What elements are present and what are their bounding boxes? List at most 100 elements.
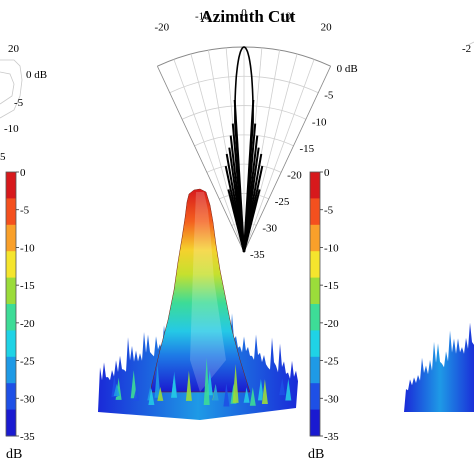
surface-spike-6 xyxy=(154,363,161,398)
right-colorbar-band-1 xyxy=(310,198,320,226)
right-colorbar-tick-6: -30 xyxy=(324,393,339,405)
left-colorbar-frame xyxy=(5,171,17,437)
left-colorbar-tick-7: -35 xyxy=(20,431,35,443)
left-polar-radial-tick-2: -10 xyxy=(4,123,19,135)
left-colorbar-band-6 xyxy=(6,330,16,358)
left-colorbar-unit: dB xyxy=(6,447,22,462)
polar-angle-tick-1: -10 xyxy=(195,11,210,23)
surface-spike-17 xyxy=(249,387,256,406)
left-colorbar-band-2 xyxy=(6,224,16,252)
left-colorbar: 0 -5 -10 -15 -20 -25 -30 -35 xyxy=(5,167,35,443)
left-polar-radial-tick-0: 0 dB xyxy=(26,69,47,81)
polar-radial-tick-4: -20 xyxy=(287,169,302,181)
azimuth-polar-plot: -20 -10 0 10 20 0 dB -5 -10 -15 -20 -25 -30 -35 xyxy=(155,7,358,261)
left-colorbar-tick-6: -30 xyxy=(20,393,35,405)
left-colorbar-band-0 xyxy=(6,172,16,199)
left-colorbar-band-7 xyxy=(6,356,16,384)
surface-main-lobe-shade xyxy=(190,192,226,392)
polar-radial-tick-1: -5 xyxy=(324,90,334,102)
right-polar-angle-tick: -2 xyxy=(462,43,471,55)
polar-spoke-1 xyxy=(173,59,245,253)
surface-spike-21 xyxy=(113,383,120,396)
polar-radial-tick-3: -15 xyxy=(300,143,315,155)
polar-spoke-9 xyxy=(243,59,315,253)
right-colorbar-tick-2: -10 xyxy=(324,242,339,254)
right-colorbar-tick-4: -20 xyxy=(324,318,339,330)
right-colorbar-frame xyxy=(309,171,321,437)
surface-main-lobe xyxy=(149,188,251,393)
right-colorbar-band-0 xyxy=(310,172,320,199)
right-colorbar-band-7 xyxy=(310,356,320,384)
surface-spike-20 xyxy=(148,388,155,405)
right-colorbar-band-2 xyxy=(310,224,320,252)
left-colorbar-band-5 xyxy=(6,304,16,331)
right-colorbar-unit: dB xyxy=(308,447,324,462)
surface-spike-19 xyxy=(232,364,239,403)
right-colorbar-band-5 xyxy=(310,304,320,331)
right-colorbar-band-8 xyxy=(310,383,320,411)
surface-spike-3 xyxy=(223,383,230,407)
right-colorbar-band-4 xyxy=(310,277,320,305)
left-colorbar-band-1 xyxy=(6,198,16,226)
surface-right-floor xyxy=(404,322,474,412)
right-colorbar-tick-7: -35 xyxy=(324,431,339,443)
polar-radial-tick-5: -25 xyxy=(275,196,290,208)
left-colorbar-tick-2: -10 xyxy=(20,242,35,254)
surface-spike-5 xyxy=(257,379,264,401)
polar-angle-tick-0: -20 xyxy=(155,21,170,33)
left-colorbar-tick-5: -25 xyxy=(20,356,35,368)
surface-spike-25 xyxy=(171,375,177,398)
left-colorbar-tick-3: -15 xyxy=(20,280,35,292)
surface-spike-15 xyxy=(285,378,292,401)
polar-spoke-0 xyxy=(157,66,245,253)
polar-spoke-10 xyxy=(243,66,331,253)
polar-angle-tick-3: 10 xyxy=(280,11,292,23)
right-colorbar: 0 -5 -10 -15 -20 -25 -30 -35 xyxy=(309,167,339,443)
left-colorbar-band-3 xyxy=(6,251,16,279)
polar-angle-tick-2: 0 xyxy=(241,7,247,19)
right-colorbar-band-6 xyxy=(310,330,320,358)
right-colorbar-tick-0: 0 xyxy=(324,167,330,179)
surface-spike-4 xyxy=(185,370,192,401)
surface-spike-24 xyxy=(157,386,164,401)
right-colorbar-tick-1: -5 xyxy=(324,205,334,217)
polar-radial-tick-2: -10 xyxy=(312,116,327,128)
polar-main-beam xyxy=(234,46,254,253)
left-colorbar-band-9 xyxy=(6,409,16,437)
surface-plot-center xyxy=(98,188,298,420)
left-colorbar-tick-4: -20 xyxy=(20,318,35,330)
polar-angle-tick-4: 20 xyxy=(321,21,333,33)
left-polar-grid-inner xyxy=(0,71,15,105)
left-colorbar-band-8 xyxy=(6,383,16,411)
azimuth-cut-title: Azimuth Cut xyxy=(201,7,296,26)
left-colorbar-cropped-tick: 5 xyxy=(0,151,6,163)
left-polar-radial-tick-1: -5 xyxy=(14,97,24,109)
surface-spike-16 xyxy=(212,383,219,401)
polar-sidelobe-13 xyxy=(243,189,261,253)
left-colorbar-tick-0: 0 xyxy=(20,167,26,179)
left-polar-grid xyxy=(0,59,23,119)
polar-sidelobe-12 xyxy=(227,189,245,253)
surface-plot-right-partial xyxy=(404,322,474,412)
surface-spike-22 xyxy=(203,357,210,405)
surface-spike-9 xyxy=(261,379,268,404)
right-colorbar-tick-5: -25 xyxy=(324,356,339,368)
right-colorbar-band-3 xyxy=(310,251,320,279)
left-colorbar-tick-1: -5 xyxy=(20,205,30,217)
polar-radial-tick-6: -30 xyxy=(262,222,277,234)
surface-sidelobes xyxy=(111,357,292,407)
surface-spike-7 xyxy=(130,370,137,399)
left-polar-partial: 20 0 dB -5 -10 5 xyxy=(0,43,47,163)
polar-sidelobe-11 xyxy=(243,99,255,253)
polar-radial-tick-7: -35 xyxy=(250,249,265,261)
left-colorbar-band-4 xyxy=(6,277,16,305)
polar-sidelobe-10 xyxy=(233,99,245,253)
surface-spike-13 xyxy=(279,378,286,396)
right-colorbar-band-9 xyxy=(310,409,320,437)
polar-radial-tick-0: 0 dB xyxy=(337,63,358,75)
right-polar-partial: -2 xyxy=(462,41,474,55)
surface-spike-0 xyxy=(243,387,250,403)
right-colorbar-tick-3: -15 xyxy=(324,280,339,292)
surface-spike-23 xyxy=(133,387,140,401)
